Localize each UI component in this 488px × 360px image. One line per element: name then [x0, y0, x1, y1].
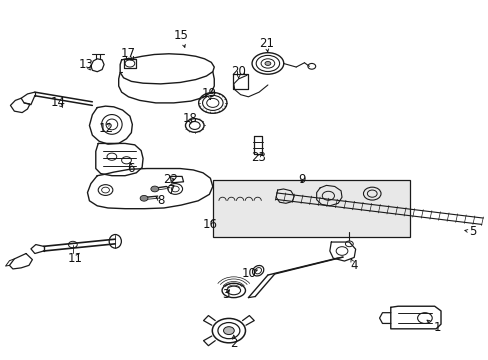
Text: 7: 7 — [167, 184, 175, 197]
Text: 6: 6 — [127, 162, 135, 175]
Text: 1: 1 — [432, 320, 440, 333]
Text: 2: 2 — [229, 337, 237, 350]
Text: 14: 14 — [51, 96, 65, 109]
Text: 4: 4 — [349, 259, 357, 272]
Text: 3: 3 — [222, 288, 229, 301]
Text: 17: 17 — [121, 47, 136, 60]
Ellipse shape — [264, 62, 270, 66]
Circle shape — [140, 195, 148, 201]
Text: 10: 10 — [242, 267, 256, 280]
Text: 5: 5 — [468, 225, 475, 238]
Text: 19: 19 — [202, 87, 217, 100]
Text: 11: 11 — [67, 252, 82, 265]
Circle shape — [151, 186, 158, 192]
Text: 21: 21 — [259, 36, 273, 50]
Text: 23: 23 — [250, 151, 265, 164]
Text: 9: 9 — [298, 173, 305, 186]
Bar — [212, 180, 409, 237]
Text: 12: 12 — [98, 122, 113, 135]
Text: 13: 13 — [79, 58, 93, 71]
Text: 22: 22 — [163, 173, 178, 186]
Text: 20: 20 — [231, 65, 245, 78]
Text: 15: 15 — [173, 29, 188, 42]
Text: 16: 16 — [203, 218, 218, 231]
Text: 18: 18 — [182, 112, 197, 125]
Text: 8: 8 — [157, 194, 164, 207]
Ellipse shape — [223, 327, 234, 334]
